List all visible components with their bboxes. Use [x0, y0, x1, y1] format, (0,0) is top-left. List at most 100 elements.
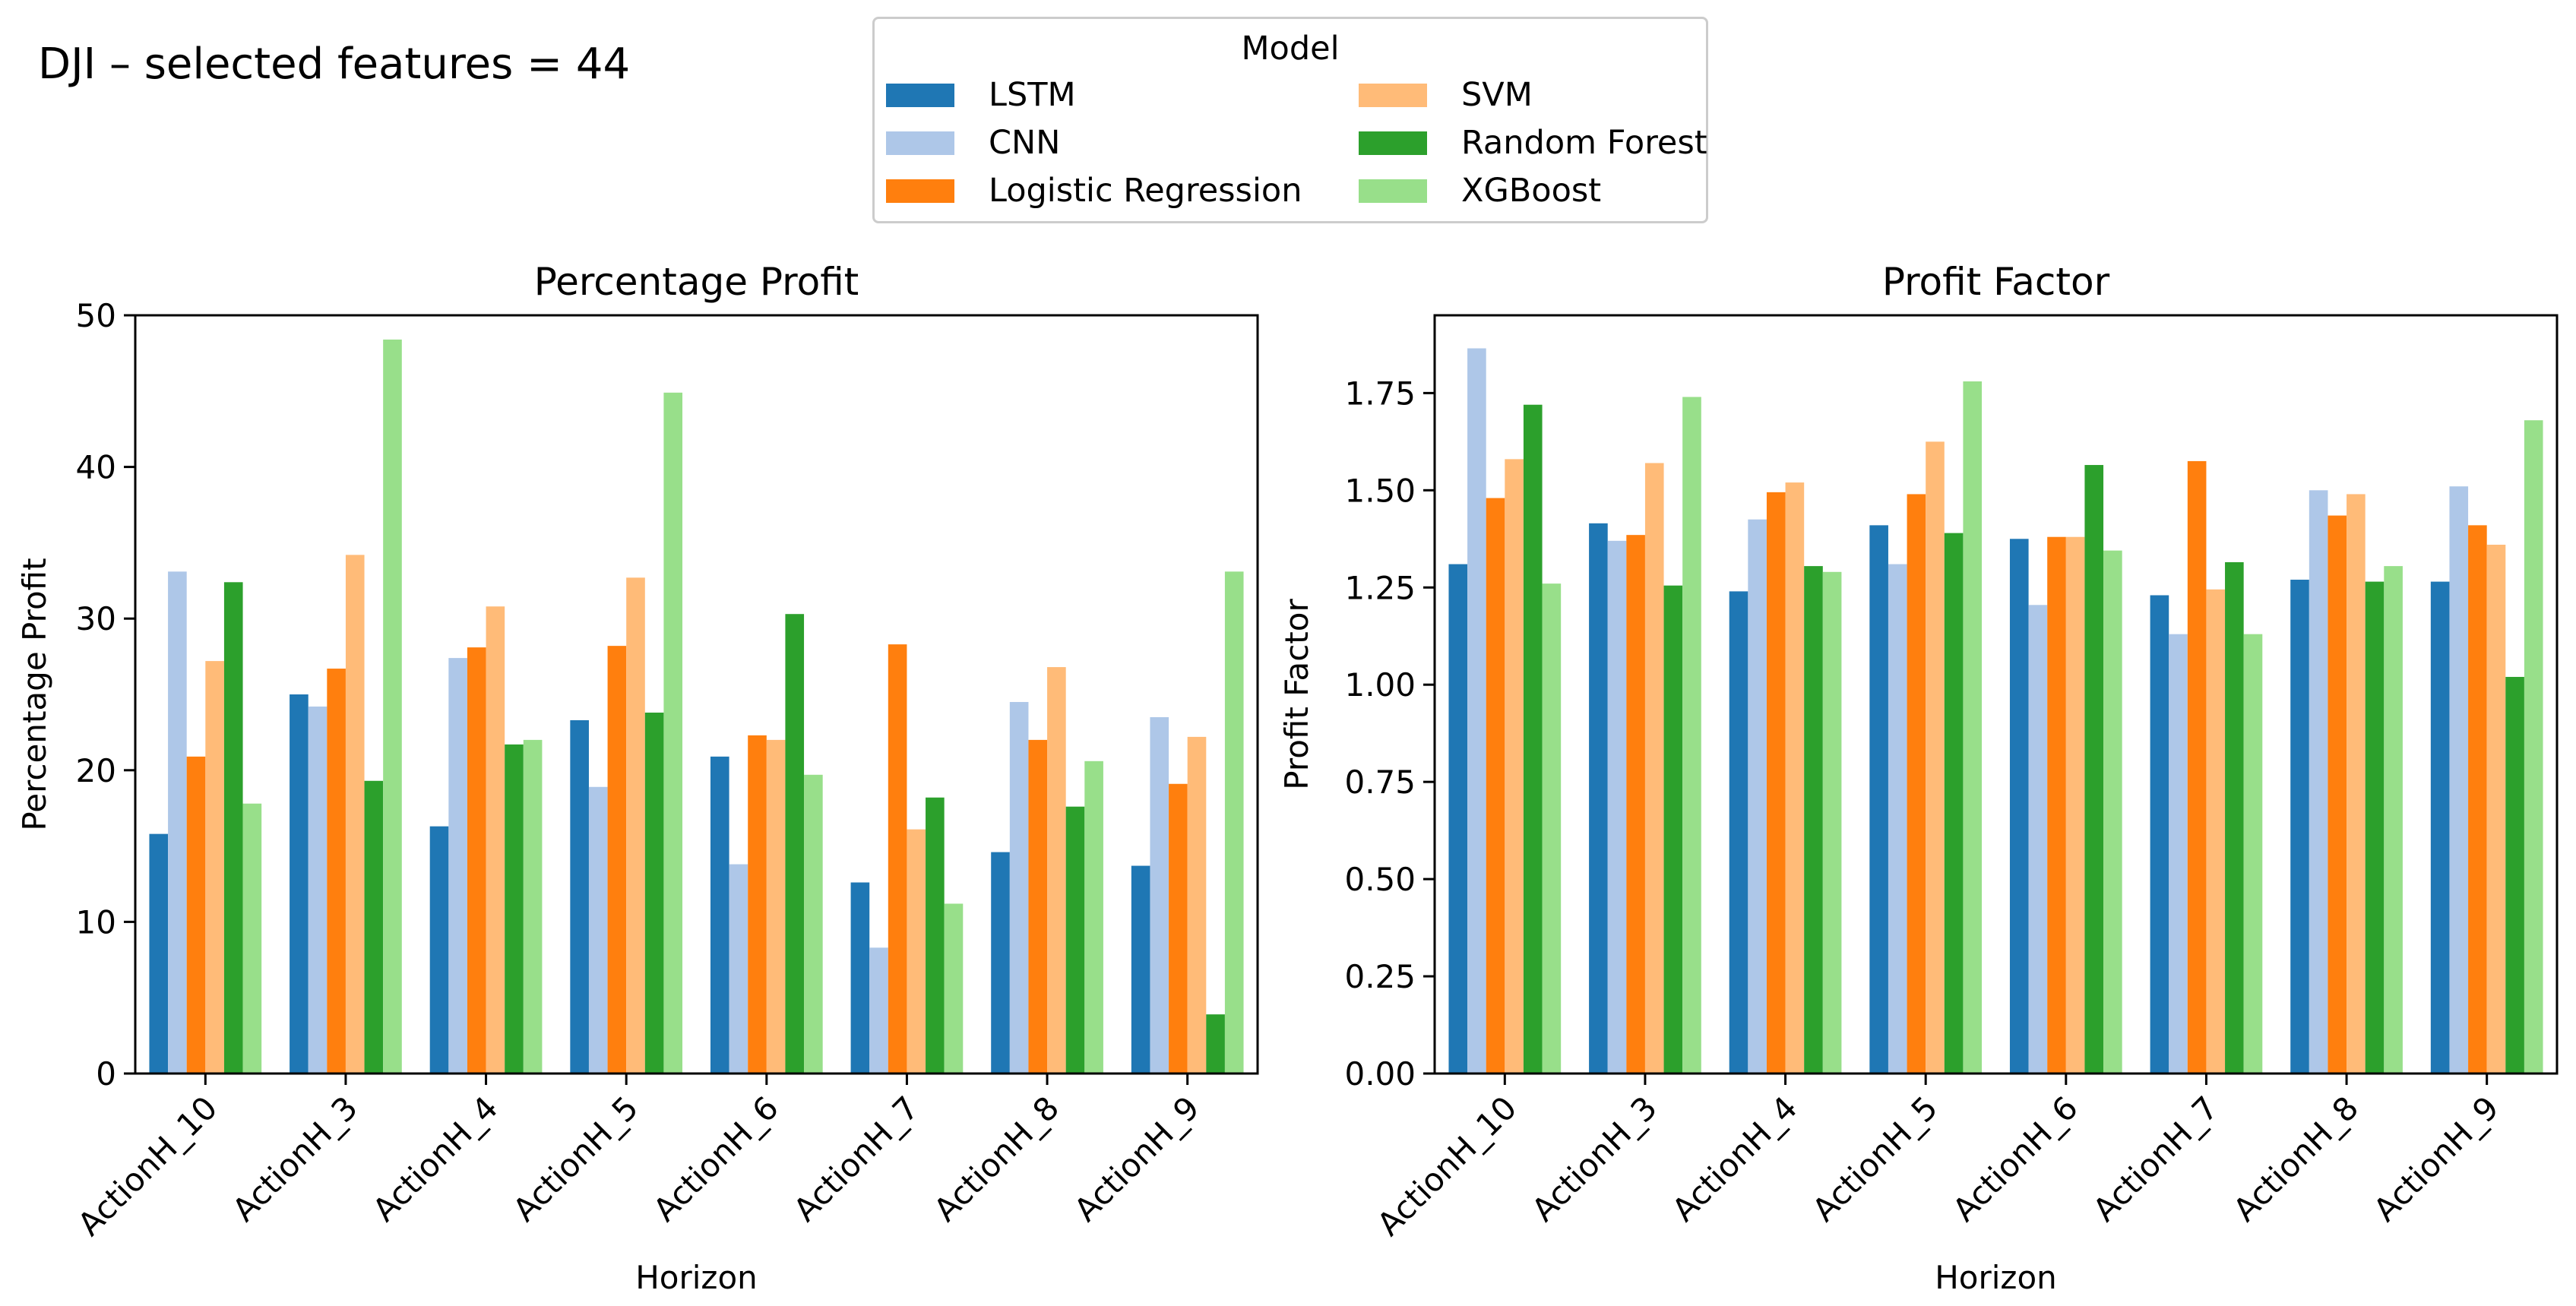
bar-svm-actionh_3	[345, 555, 365, 1074]
bar-cnn-actionh_7	[2169, 634, 2188, 1074]
bar-lstm-actionh_7	[2150, 595, 2169, 1074]
bar-svm-actionh_6	[766, 739, 786, 1074]
bar-random-forest-actionh_10	[1523, 404, 1543, 1074]
bar-svm-actionh_8	[2347, 494, 2366, 1074]
bar-svm-actionh_8	[1047, 667, 1066, 1074]
bar-xgboost-actionh_9	[2524, 420, 2543, 1074]
bar-logistic-regression-actionh_9	[2468, 525, 2487, 1074]
bar-lstm-actionh_9	[1131, 865, 1150, 1074]
bar-lstm-actionh_4	[429, 826, 449, 1074]
bar-cnn-actionh_9	[2449, 486, 2469, 1074]
bar-xgboost-actionh_7	[944, 903, 964, 1074]
x-tick-label: ActionH_3	[225, 1089, 365, 1229]
y-tick-label: 0.00	[1344, 1055, 1416, 1093]
x-tick-label: ActionH_6	[1945, 1089, 2085, 1229]
legend-swatch-logistic-regression	[886, 179, 954, 203]
x-tick-label: ActionH_10	[71, 1089, 225, 1243]
bar-cnn-actionh_5	[588, 786, 608, 1074]
bar-svm-actionh_9	[1187, 736, 1207, 1074]
x-tick-label: ActionH_10	[1370, 1089, 1524, 1243]
bar-lstm-actionh_8	[991, 852, 1010, 1074]
bar-logistic-regression-actionh_7	[888, 644, 907, 1074]
x-tick-label: ActionH_5	[1805, 1089, 1945, 1229]
legend-label-xgboost: XGBoost	[1461, 172, 1602, 210]
x-tick-label: ActionH_3	[1524, 1089, 1664, 1229]
bar-logistic-regression-actionh_5	[1907, 494, 1926, 1074]
y-tick-label: 0.75	[1344, 764, 1416, 801]
bar-xgboost-actionh_10	[242, 803, 262, 1074]
chart-title: Profit Factor	[1882, 260, 2110, 304]
legend-item-cnn: CNN	[886, 120, 1060, 166]
bar-random-forest-actionh_9	[2505, 676, 2524, 1074]
bar-lstm-actionh_10	[149, 833, 169, 1074]
y-tick-label: 0	[96, 1055, 116, 1093]
legend-item-random-forest: Random Forest	[1359, 120, 1707, 166]
y-tick-label: 30	[76, 600, 116, 637]
legend-title: Model	[1241, 30, 1340, 68]
legend-label-logistic-regression: Logistic Regression	[989, 172, 1302, 210]
bar-random-forest-actionh_5	[1944, 533, 1964, 1074]
bar-xgboost-actionh_3	[383, 339, 402, 1074]
bar-xgboost-actionh_6	[804, 774, 823, 1074]
bar-logistic-regression-actionh_7	[2187, 460, 2207, 1074]
y-tick-label: 0.25	[1344, 958, 1416, 995]
bar-logistic-regression-actionh_6	[748, 735, 767, 1074]
y-tick-label: 1.75	[1344, 375, 1416, 412]
bar-svm-actionh_5	[626, 577, 645, 1074]
x-axis-label: Horizon	[635, 1259, 758, 1296]
legend: Model LSTM CNN Logistic Regression SVM R…	[872, 17, 1708, 223]
bar-cnn-actionh_7	[869, 947, 888, 1074]
bar-random-forest-actionh_7	[2225, 561, 2244, 1074]
legend-label-cnn: CNN	[989, 124, 1061, 162]
bar-lstm-actionh_9	[2430, 581, 2450, 1074]
bar-cnn-actionh_4	[448, 658, 467, 1074]
bar-xgboost-actionh_9	[1224, 571, 1244, 1074]
x-axis-label: Horizon	[1935, 1259, 2057, 1296]
bar-xgboost-actionh_5	[663, 392, 683, 1074]
bar-xgboost-actionh_5	[1963, 381, 1983, 1074]
x-tick-label: ActionH_4	[366, 1089, 505, 1229]
chart-profit-factor: 0.00 0.25 0.50 0.75 1.00 1.25 1.50 1.75 ActionH_…	[1278, 260, 2559, 1296]
y-tick-label: 1.50	[1344, 472, 1416, 509]
y-axis-label: Percentage Profit	[16, 558, 53, 830]
x-tick-label: ActionH_8	[926, 1089, 1066, 1229]
legend-swatch-random-forest	[1359, 131, 1427, 155]
bar-svm-actionh_9	[2486, 544, 2506, 1074]
bar-cnn-actionh_3	[308, 706, 328, 1074]
legend-label-random-forest: Random Forest	[1461, 124, 1707, 162]
bar-random-forest-actionh_8	[1065, 806, 1085, 1074]
bar-svm-actionh_5	[1926, 441, 1945, 1074]
axes-frame	[1433, 314, 2559, 1075]
bar-random-forest-actionh_9	[1206, 1014, 1225, 1074]
legend-label-lstm: LSTM	[989, 76, 1076, 114]
bar-lstm-actionh_4	[1729, 591, 1748, 1074]
legend-swatch-lstm	[886, 83, 954, 107]
chart-title: Percentage Profit	[534, 260, 859, 304]
bar-svm-actionh_10	[205, 661, 224, 1074]
bar-cnn-actionh_6	[2028, 605, 2048, 1074]
bar-logistic-regression-actionh_8	[2328, 515, 2347, 1074]
y-tick-label: 20	[76, 752, 116, 789]
legend-item-lstm: LSTM	[886, 72, 1076, 118]
bar-xgboost-actionh_7	[2243, 634, 2263, 1074]
x-tick-label: ActionH_7	[786, 1089, 926, 1229]
bar-lstm-actionh_5	[570, 719, 589, 1074]
bar-xgboost-actionh_10	[1542, 583, 1562, 1074]
legend-swatch-cnn	[886, 131, 954, 155]
bar-logistic-regression-actionh_3	[1626, 535, 1645, 1074]
x-tick-label: ActionH_6	[646, 1089, 786, 1229]
bar-lstm-actionh_10	[1448, 564, 1468, 1074]
bar-lstm-actionh_8	[2290, 580, 2309, 1074]
bar-random-forest-actionh_6	[785, 614, 805, 1074]
bar-lstm-actionh_7	[850, 882, 870, 1074]
bar-random-forest-actionh_4	[505, 744, 524, 1074]
bar-lstm-actionh_3	[1589, 523, 1608, 1074]
legend-item-svm: SVM	[1359, 72, 1533, 118]
bar-xgboost-actionh_6	[2103, 550, 2122, 1074]
bar-logistic-regression-actionh_3	[327, 669, 346, 1074]
bar-random-forest-actionh_7	[926, 797, 945, 1074]
x-tick-label: ActionH_8	[2226, 1089, 2366, 1229]
bar-xgboost-actionh_8	[1084, 761, 1103, 1074]
y-axis-label: Profit Factor	[1278, 599, 1315, 790]
